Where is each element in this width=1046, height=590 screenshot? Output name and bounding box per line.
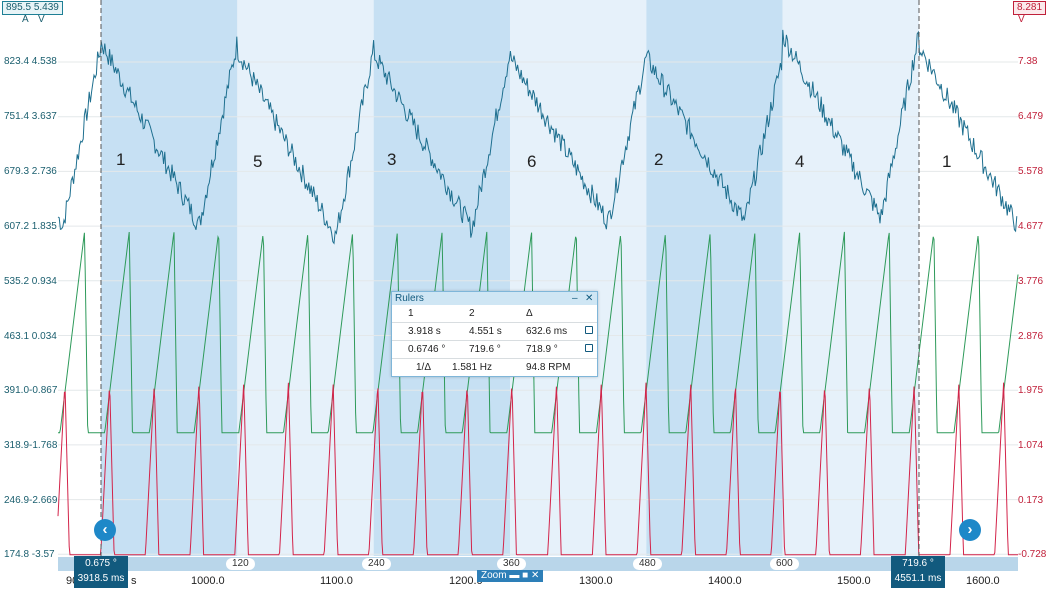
segment-bands bbox=[101, 0, 919, 556]
right-tick: 4.677 bbox=[1018, 221, 1044, 232]
segment-label: 1 bbox=[116, 150, 126, 169]
rulers-title: Rulers bbox=[395, 293, 424, 304]
left-tick: 751.4 3.637 bbox=[4, 111, 57, 122]
cursor-lines bbox=[100, 0, 920, 556]
lock-icon[interactable] bbox=[585, 326, 593, 334]
left-tick: 607.2 1.835 bbox=[4, 221, 57, 232]
segment-label: 4 bbox=[795, 152, 805, 171]
right-tick: 0.173 bbox=[1018, 495, 1044, 506]
traces bbox=[57, 29, 1019, 556]
lock-icon[interactable] bbox=[585, 344, 593, 352]
zoom-label: Zoom bbox=[481, 570, 507, 581]
rulers-col-2: 2 bbox=[469, 308, 475, 319]
x-tick: 1300.0 bbox=[579, 575, 613, 587]
red-voltage-trace bbox=[57, 382, 1018, 556]
right-tick: 6.479 bbox=[1018, 111, 1044, 122]
minimize-icon[interactable]: – bbox=[572, 293, 578, 304]
left-tick: 174.8 -3.57 bbox=[4, 549, 55, 560]
cursor-1-flag[interactable]: 0.675 ° 3918.5 ms bbox=[74, 556, 128, 588]
current-trace bbox=[57, 29, 1018, 245]
left-unit-v: V bbox=[38, 14, 45, 25]
angle-scrollbar[interactable] bbox=[58, 557, 1018, 571]
ruler-2-angle[interactable]: 719.6 ° bbox=[469, 344, 501, 355]
chevron-right-icon: › bbox=[967, 521, 973, 538]
grid-lines bbox=[58, 61, 1018, 555]
rulers-col-1: 1 bbox=[408, 308, 414, 319]
frequency-value: 1.581 Hz bbox=[452, 362, 493, 373]
segment-label: 3 bbox=[387, 150, 397, 169]
segment-band bbox=[646, 0, 783, 556]
right-unit-v: V bbox=[1018, 14, 1025, 25]
zoom-fit-icon[interactable]: ■ bbox=[522, 570, 529, 581]
cursor-1-angle: 0.675 ° bbox=[85, 558, 117, 569]
close-icon[interactable]: ✕ bbox=[585, 293, 594, 304]
x-tick: 1600.0 bbox=[966, 575, 1000, 587]
right-tick: 1.074 bbox=[1018, 440, 1044, 451]
left-tick: 535.2 0.934 bbox=[4, 276, 57, 287]
ruler-delta-angle: 718.9 ° bbox=[526, 344, 558, 355]
right-tick: 5.578 bbox=[1018, 166, 1044, 177]
scroll-right-button[interactable]: › bbox=[959, 519, 981, 541]
rpm-value: 94.8 RPM bbox=[526, 362, 571, 373]
segment-band bbox=[373, 0, 510, 556]
segment-band bbox=[510, 0, 647, 556]
zoom-out-icon[interactable]: ▬ bbox=[509, 570, 520, 581]
rulers-head-row: 1 2 Δ bbox=[392, 305, 597, 323]
segment-label: 2 bbox=[654, 150, 664, 169]
left-tick: 391.0-0.867 bbox=[4, 385, 58, 396]
right-tick: 3.776 bbox=[1018, 276, 1044, 287]
right-scale-badge[interactable]: 8.281 bbox=[1013, 1, 1046, 15]
rulers-col-delta: Δ bbox=[526, 308, 533, 319]
rulers-freq-row: 1/Δ 1.581 Hz 94.8 RPM bbox=[392, 359, 597, 376]
left-scale-badge[interactable]: 895.5 5.439 bbox=[2, 1, 63, 15]
left-tick: 246.9-2.669 bbox=[4, 495, 58, 506]
angle-tick: 240 bbox=[362, 558, 391, 570]
x-tick: 1000.0 bbox=[191, 575, 225, 587]
rulers-header[interactable]: Rulers – ✕ bbox=[392, 292, 597, 305]
angle-tick: 600 bbox=[770, 558, 799, 570]
chevron-left-icon: ‹ bbox=[102, 521, 108, 538]
x-unit-partial: s bbox=[131, 575, 137, 587]
ruler-delta-time: 632.6 ms bbox=[526, 326, 568, 337]
segment-band bbox=[782, 0, 919, 556]
segment-label: 5 bbox=[253, 152, 263, 171]
x-tick: 1400.0 bbox=[708, 575, 742, 587]
left-tick: 823.4 4.538 bbox=[4, 56, 57, 67]
scroll-left-button[interactable]: ‹ bbox=[94, 519, 116, 541]
zoom-control[interactable]: Zoom ▬ ■ ✕ bbox=[477, 570, 544, 582]
rulers-panel[interactable]: Rulers – ✕ 1 2 Δ 3.918 s 4.551 s 632.6 m… bbox=[391, 291, 598, 377]
segment-label: 6 bbox=[527, 152, 537, 171]
rulers-time-row: 3.918 s 4.551 s 632.6 ms bbox=[392, 323, 597, 341]
right-tick: -0.728 bbox=[1018, 549, 1046, 560]
ruler-1-time[interactable]: 3.918 s bbox=[408, 326, 441, 337]
angle-tick: 480 bbox=[633, 558, 662, 570]
x-tick: 1100.0 bbox=[320, 575, 353, 587]
right-tick: 1.975 bbox=[1018, 385, 1044, 396]
right-tick: 2.876 bbox=[1018, 331, 1044, 342]
left-tick: 318.9-1.768 bbox=[4, 440, 58, 451]
segment-label: 1 bbox=[942, 152, 952, 171]
rulers-angle-row: 0.6746 ° 719.6 ° 718.9 ° bbox=[392, 341, 597, 359]
reciprocal-label: 1/Δ bbox=[416, 362, 432, 373]
zoom-close-icon[interactable]: ✕ bbox=[530, 570, 540, 581]
cursor-2-angle: 719.6 ° bbox=[902, 558, 934, 569]
ruler-2-time[interactable]: 4.551 s bbox=[469, 326, 502, 337]
cursor-1-time: 3918.5 ms bbox=[77, 573, 125, 584]
x-tick: 1200.0 bbox=[449, 575, 483, 587]
cursor-2-time: 4551.1 ms bbox=[894, 573, 942, 584]
x-tick: 1500.0 bbox=[837, 575, 871, 587]
green-voltage-trace bbox=[58, 231, 1019, 434]
cursor-2-flag[interactable]: 719.6 ° 4551.1 ms bbox=[891, 556, 945, 588]
angle-tick: 120 bbox=[226, 558, 255, 570]
left-tick: 679.3 2.736 bbox=[4, 166, 57, 177]
segment-band bbox=[101, 0, 238, 556]
right-tick: 7.38 bbox=[1018, 56, 1038, 67]
left-unit-a: A bbox=[22, 14, 29, 25]
angle-tick: 360 bbox=[497, 558, 526, 570]
left-tick: 463.1 0.034 bbox=[4, 331, 57, 342]
ruler-1-angle[interactable]: 0.6746 ° bbox=[408, 344, 446, 355]
